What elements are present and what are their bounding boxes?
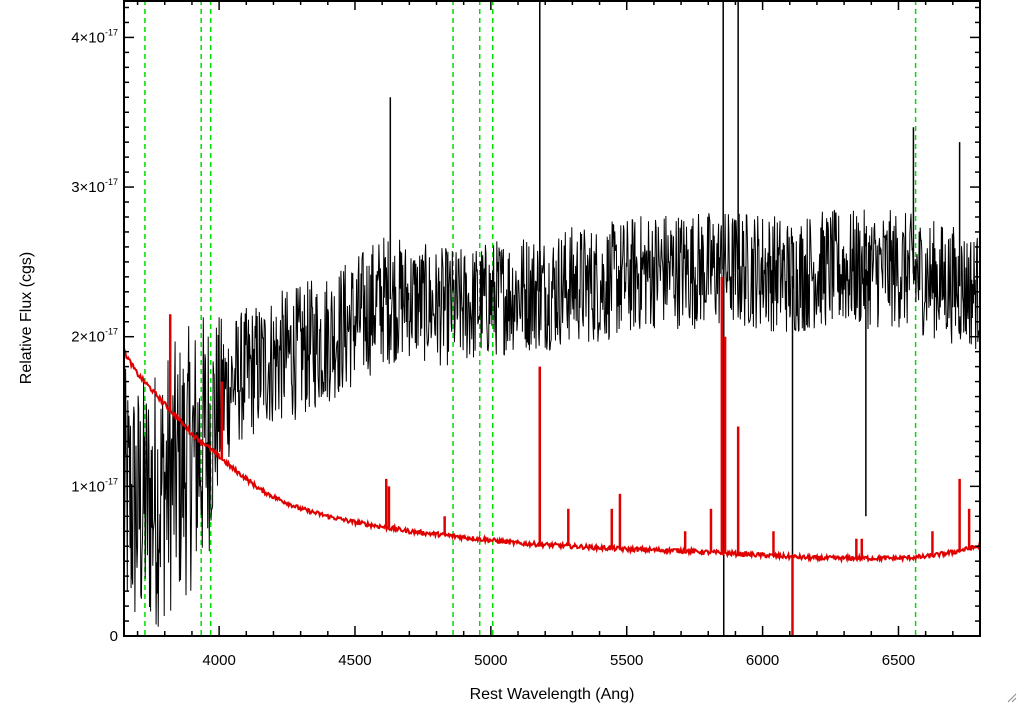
tick-labels: 4000 4500 5000 5500 6000 6500 0 1×10-17 2×10-17 3… bbox=[71, 27, 915, 669]
observed-spectrum-series bbox=[123, 0, 981, 636]
y-tick-label: 1×10-17 bbox=[71, 476, 118, 495]
x-axis-title: Rest Wavelength (Ang) bbox=[470, 686, 635, 703]
y-tick-label: 3×10-17 bbox=[71, 177, 118, 196]
observed-spectrum-line bbox=[123, 209, 981, 627]
resize-grip-icon[interactable] bbox=[1007, 693, 1017, 703]
x-tick-label: 5500 bbox=[610, 652, 643, 669]
plot-frame bbox=[123, 0, 981, 637]
y-tick-label: 2×10-17 bbox=[71, 327, 118, 346]
x-tick-label: 6000 bbox=[746, 652, 779, 669]
x-tick-label: 6500 bbox=[882, 652, 915, 669]
x-tick-label: 4500 bbox=[338, 652, 371, 669]
y-tick-label: 4×10-17 bbox=[71, 27, 118, 46]
axis-ticks bbox=[124, 0, 981, 637]
x-tick-label: 4000 bbox=[202, 652, 235, 669]
model-spectrum-line bbox=[123, 348, 981, 564]
model-spectrum-series bbox=[123, 276, 981, 636]
y-axis-title: Relative Flux (cgs) bbox=[18, 252, 35, 384]
x-tick-label: 5000 bbox=[474, 652, 507, 669]
y-tick-label: 0 bbox=[110, 628, 118, 645]
